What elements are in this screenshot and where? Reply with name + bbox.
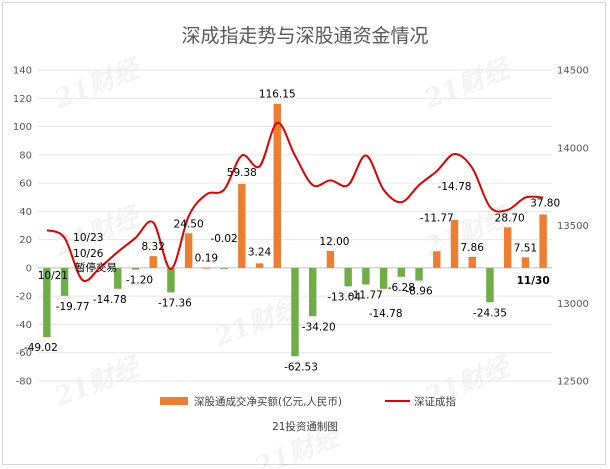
data-label: -0.02: [211, 233, 238, 245]
bar: [433, 251, 441, 268]
data-label: -11.77: [349, 290, 383, 302]
bar: [503, 227, 512, 268]
annotation-label: 10/26: [73, 248, 104, 260]
right-tick-label: 12500: [557, 377, 589, 388]
legend-line-label: 深证成指: [414, 395, 456, 408]
legend-bar-swatch: [160, 397, 188, 405]
data-label: -8.96: [405, 286, 432, 298]
data-label: 59.38: [227, 167, 257, 179]
annotation-label: 暂停交易: [75, 261, 117, 274]
bar: [326, 250, 335, 268]
bar: [238, 183, 246, 268]
bar: [486, 267, 494, 303]
bar: [167, 267, 175, 293]
data-label: 12.00: [319, 236, 349, 248]
index-line: [46, 121, 544, 282]
chart-title: 深成指走势与深股通资金情况: [181, 25, 428, 47]
data-label: 8.32: [142, 241, 165, 253]
right-tick-label: 13000: [557, 299, 589, 310]
data-label: 3.24: [248, 246, 272, 258]
annotation-label: 11/30: [517, 275, 550, 287]
left-tick-label: -80: [16, 377, 32, 388]
watermark-text: 21财经: [420, 53, 517, 115]
data-label: 7.86: [461, 242, 485, 254]
left-tick-label: -20: [16, 292, 32, 303]
bar: [202, 267, 211, 269]
bar: [114, 267, 122, 289]
bar-series: [43, 103, 547, 357]
right-tick-label: 13500: [557, 221, 589, 232]
left-tick-label: -60: [16, 348, 32, 359]
bar: [149, 256, 157, 268]
data-label: 24.50: [174, 218, 204, 230]
data-label: 28.70: [495, 212, 525, 224]
data-label: 0.19: [195, 253, 218, 265]
bar: [344, 267, 352, 287]
bar: [397, 267, 406, 277]
bar: [255, 263, 264, 268]
left-tick-label: 140: [13, 66, 32, 77]
bar: [184, 233, 193, 268]
data-label: -14.78: [93, 294, 127, 306]
bar: [309, 267, 317, 317]
left-tick-label: -40: [16, 320, 32, 331]
bar: [131, 267, 140, 270]
bar: [539, 214, 547, 268]
bar: [415, 267, 423, 281]
data-label: 37.80: [530, 197, 560, 209]
data-label: -6.28: [388, 282, 415, 294]
annotation-label: 10/21: [38, 270, 68, 282]
data-label: -17.36: [158, 297, 192, 309]
source-note: 21投资通制图: [272, 420, 338, 433]
annotation-label: 10/23: [73, 232, 103, 244]
bar: [379, 267, 388, 289]
bar: [450, 219, 459, 268]
data-label: -62.53: [284, 361, 318, 373]
watermark-text: 21财经: [50, 53, 147, 115]
grid-lines: [38, 69, 552, 382]
data-label: -49.02: [24, 342, 58, 354]
bar: [220, 267, 228, 269]
data-label: 116.15: [259, 89, 296, 101]
data-label: -34.20: [302, 321, 336, 333]
data-labels: -49.02-19.77-14.78-1.208.32-17.3624.500.…: [24, 89, 560, 374]
left-tick-label: 40: [19, 207, 32, 218]
left-tick-label: 80: [19, 150, 32, 161]
data-label: 7.51: [514, 242, 537, 254]
bar: [291, 267, 299, 357]
data-label: -1.20: [126, 275, 153, 287]
data-label: -13.04: [327, 291, 361, 303]
watermark-text: 21财经: [50, 351, 147, 413]
left-tick-label: 0: [26, 263, 32, 274]
bar: [521, 257, 530, 268]
left-tick-label: 20: [19, 235, 32, 246]
left-tick-label: 120: [13, 94, 32, 105]
right-tick-label: 14000: [557, 143, 589, 154]
right-tick-label: 14500: [557, 66, 589, 77]
data-label: -19.77: [56, 301, 90, 313]
bar: [273, 103, 281, 268]
left-tick-label: 60: [19, 179, 32, 190]
data-label: -14.78: [369, 308, 403, 320]
bar: [362, 267, 370, 285]
data-label: -14.78: [438, 181, 472, 193]
left-tick-label: 100: [13, 122, 32, 133]
left-axis-ticks: -80 -60 -40 -20 0 20 40 60 80 100 120 140: [13, 66, 32, 388]
right-axis-ticks: 12500 13000 13500 14000 14500: [557, 66, 589, 388]
bar: [468, 256, 476, 268]
legend: 深股通成交净买额(亿元,人民币) 深证成指: [160, 395, 456, 408]
bar: [43, 267, 51, 338]
data-label: -11.77: [420, 212, 454, 224]
bar: [60, 267, 69, 296]
data-label: -24.35: [473, 307, 507, 319]
legend-bar-label: 深股通成交净买额(亿元,人民币): [194, 395, 342, 408]
